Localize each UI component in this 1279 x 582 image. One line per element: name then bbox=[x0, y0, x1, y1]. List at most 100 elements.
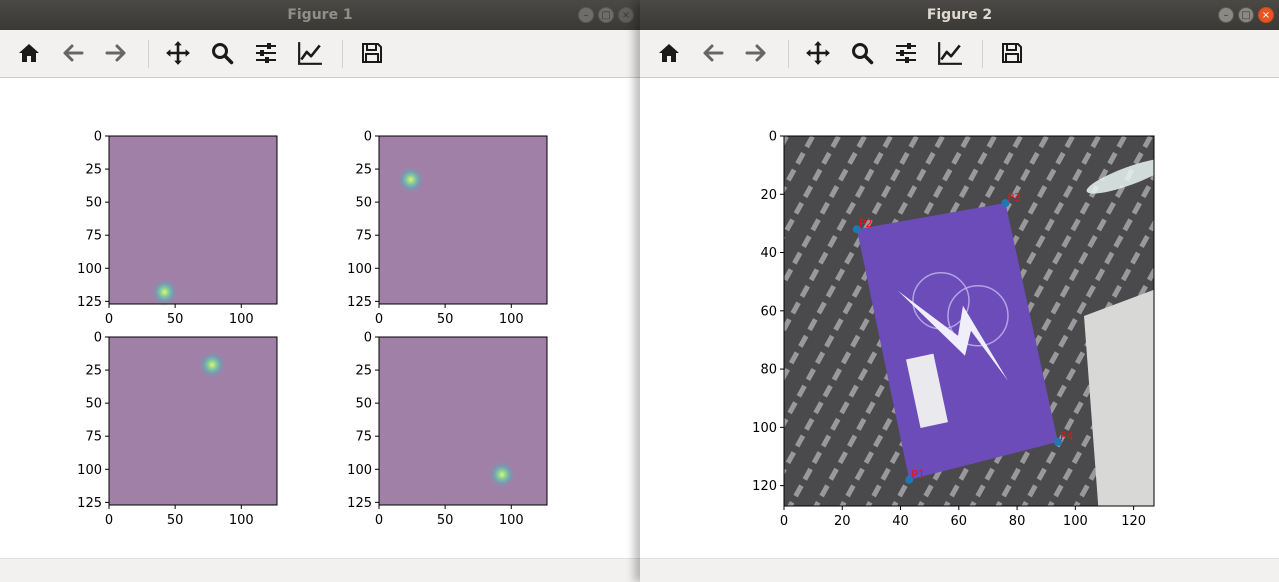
forward-button[interactable] bbox=[741, 38, 771, 68]
home-button[interactable] bbox=[14, 38, 44, 68]
figure-canvas[interactable]: 0 20 40 60 80 100 120 0 20 40 60 80 100 120 P1 P2 P3 P4 bbox=[640, 78, 1279, 558]
y-tick-label: 60 bbox=[760, 304, 777, 319]
y-tick-label: 100 bbox=[347, 463, 372, 478]
keyboard-keys bbox=[640, 78, 768, 546]
y-tick-label: 100 bbox=[752, 421, 777, 436]
x-tick-label: 50 bbox=[437, 312, 454, 327]
y-tick-label: 20 bbox=[760, 188, 777, 203]
status-bar bbox=[640, 558, 1279, 582]
forward-icon bbox=[745, 44, 766, 62]
home-icon bbox=[19, 44, 39, 62]
axes-frame bbox=[378, 135, 548, 305]
y-tick-label: 125 bbox=[77, 496, 102, 511]
maximize-button[interactable]: □ bbox=[598, 7, 614, 23]
home-icon bbox=[659, 44, 679, 62]
keyboard-keys bbox=[784, 136, 816, 194]
forward-button[interactable] bbox=[101, 38, 131, 68]
window-title: Figure 1 bbox=[287, 7, 353, 23]
home-button[interactable] bbox=[654, 38, 684, 68]
y-tick-label: 25 bbox=[85, 163, 102, 178]
minimize-button[interactable]: – bbox=[1218, 7, 1234, 23]
forward-icon bbox=[105, 44, 126, 62]
toolbar-separator bbox=[982, 40, 983, 68]
y-tick-label: 0 bbox=[364, 130, 372, 145]
zoom-button[interactable] bbox=[207, 38, 237, 68]
zoom-icon bbox=[852, 43, 874, 65]
navigation-toolbar bbox=[0, 30, 640, 78]
heatmap-peak bbox=[150, 278, 179, 307]
configure-subplots-icon bbox=[256, 43, 276, 63]
keypoint-p3 bbox=[1001, 199, 1010, 208]
zoom-icon bbox=[212, 43, 234, 65]
configure-subplots-button[interactable] bbox=[891, 38, 921, 68]
title-bar[interactable]: Figure 2 – □ × bbox=[640, 0, 1279, 30]
y-tick-label: 40 bbox=[760, 246, 777, 261]
x-tick-label: 20 bbox=[834, 514, 851, 529]
pan-icon bbox=[806, 41, 830, 65]
zoom-button[interactable] bbox=[847, 38, 877, 68]
keypoint-p2 bbox=[852, 225, 861, 234]
y-tick-label: 100 bbox=[77, 262, 102, 277]
x-tick-label: 100 bbox=[499, 513, 524, 528]
y-tick-label: 125 bbox=[77, 295, 102, 310]
keyboard-keys bbox=[784, 136, 920, 382]
heatmap-peak bbox=[488, 460, 517, 489]
edit-axis-button[interactable] bbox=[295, 38, 325, 68]
toolbar-separator bbox=[788, 40, 789, 68]
figure-canvas[interactable]: 0 25 50 75 100 125 0 50 100 0 25 50 75 100 125 0 50 100 0 2… bbox=[0, 78, 640, 558]
x-tick-label: 50 bbox=[167, 312, 184, 327]
y-tick-label: 50 bbox=[355, 196, 372, 211]
pan-button[interactable] bbox=[163, 38, 193, 68]
y-tick-label: 75 bbox=[355, 229, 372, 244]
keyboard-keys bbox=[784, 136, 946, 429]
receipt-paper bbox=[1084, 289, 1154, 506]
figure-2-window: Figure 2 – □ × 0 20 40 60 80 10 bbox=[640, 0, 1279, 582]
y-tick-label: 75 bbox=[355, 430, 372, 445]
keyboard-keys bbox=[1210, 78, 1279, 546]
save-button[interactable] bbox=[357, 38, 387, 68]
keyboard-keys bbox=[784, 136, 972, 476]
y-tick-label: 25 bbox=[355, 163, 372, 178]
x-tick-label: 50 bbox=[437, 513, 454, 528]
edit-axis-button[interactable] bbox=[935, 38, 965, 68]
x-tick-label: 0 bbox=[105, 312, 113, 327]
card-label bbox=[906, 353, 948, 428]
back-button[interactable] bbox=[698, 38, 728, 68]
close-button[interactable]: × bbox=[1258, 7, 1274, 23]
back-button[interactable] bbox=[58, 38, 88, 68]
y-tick-label: 0 bbox=[769, 130, 777, 145]
minimize-button[interactable]: – bbox=[578, 7, 594, 23]
light-reflection bbox=[1086, 158, 1154, 194]
y-tick-label: 120 bbox=[752, 479, 777, 494]
pan-button[interactable] bbox=[803, 38, 833, 68]
card-ring bbox=[947, 285, 1009, 347]
card-logo bbox=[897, 290, 1008, 381]
keyboard-keys bbox=[1184, 78, 1279, 546]
configure-subplots-button[interactable] bbox=[251, 38, 281, 68]
x-tick-label: 0 bbox=[105, 513, 113, 528]
image-plot: 0 20 40 60 80 100 120 0 20 40 60 80 100 120 P1 P2 P3 P4 bbox=[640, 78, 1279, 546]
axes-frame bbox=[108, 135, 278, 305]
keyboard-keys bbox=[1236, 78, 1279, 546]
x-tick-label: 50 bbox=[167, 513, 184, 528]
x-tick-label: 0 bbox=[375, 513, 383, 528]
keyboard-keys bbox=[969, 172, 1154, 506]
maximize-button[interactable]: □ bbox=[1238, 7, 1254, 23]
y-tick-label: 100 bbox=[77, 463, 102, 478]
title-bar[interactable]: Figure 1 – □ × bbox=[0, 0, 640, 30]
axes-frame bbox=[378, 336, 548, 506]
edit-axis-icon bbox=[298, 42, 322, 65]
close-button[interactable]: × bbox=[618, 7, 634, 23]
x-tick-label: 0 bbox=[780, 514, 788, 529]
x-tick-label: 40 bbox=[892, 514, 909, 529]
x-tick-label: 0 bbox=[375, 312, 383, 327]
back-icon bbox=[63, 44, 84, 62]
save-button[interactable] bbox=[997, 38, 1027, 68]
x-tick-label: 100 bbox=[1063, 514, 1088, 529]
keypoint-label: P4 bbox=[1060, 430, 1074, 443]
heatmap-background bbox=[379, 136, 547, 304]
